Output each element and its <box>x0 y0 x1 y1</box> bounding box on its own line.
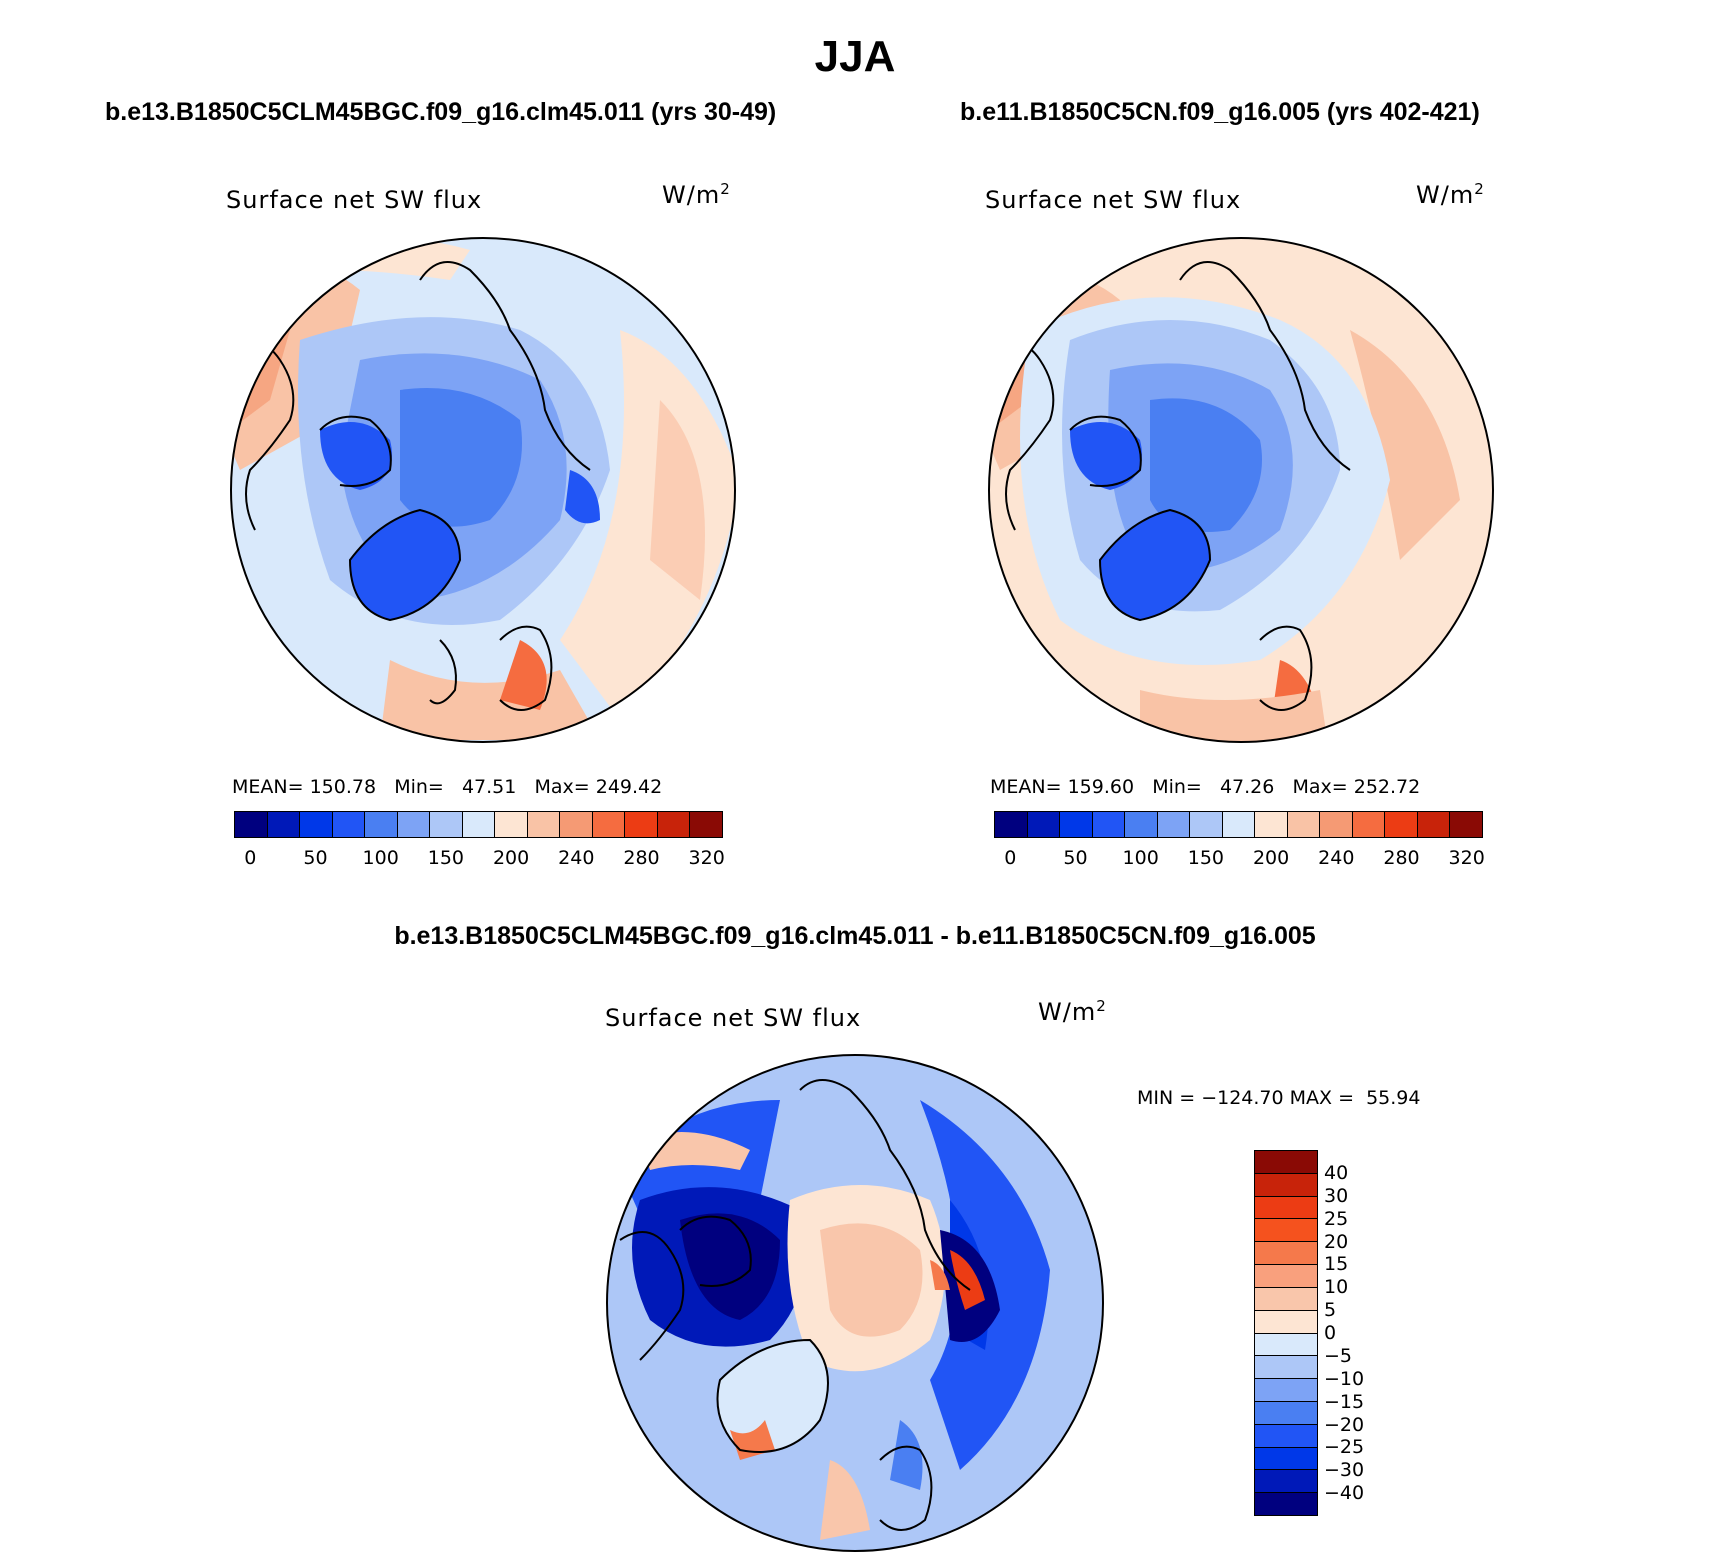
colorbar-tick-label: 25 <box>1324 1207 1349 1230</box>
colorbar-tick-label: 0 <box>1324 1322 1337 1344</box>
colorbar-segment <box>592 812 626 837</box>
colorbar-tick-label: −30 <box>1324 1459 1365 1482</box>
colorbar-tick-label: 150 <box>427 847 465 869</box>
colorbar-tick-label: 40 <box>1324 1161 1349 1184</box>
figure-title: JJA <box>814 32 896 81</box>
colorbar-segment <box>1255 1424 1317 1448</box>
colorbar-tick-label: 100 <box>362 847 399 869</box>
colorbar-tick-label: −20 <box>1324 1413 1365 1436</box>
colorbar-segment <box>1287 812 1321 837</box>
colorbar-segment <box>690 812 722 837</box>
colorbar-tick-label: 320 <box>688 847 725 869</box>
colorbar-segment <box>625 812 658 837</box>
p2-variable-label: Surface net SW flux <box>985 186 1242 214</box>
colorbar-segment <box>365 812 398 837</box>
colorbar-segment <box>1222 812 1256 837</box>
colorbar-segment <box>1255 1379 1317 1402</box>
colorbar-segment <box>1255 1333 1317 1357</box>
p2-colorbar <box>994 811 1483 838</box>
p1-colorbar <box>234 811 723 838</box>
colorbar-segment <box>430 812 463 837</box>
colorbar-segment <box>1255 1219 1317 1243</box>
colorbar-segment <box>1255 1470 1317 1494</box>
colorbar-segment <box>1255 1287 1317 1311</box>
colorbar-tick-label: 10 <box>1324 1276 1349 1299</box>
colorbar-segment <box>1450 812 1482 837</box>
colorbar-segment <box>1255 1310 1317 1334</box>
colorbar-tick-label: −15 <box>1324 1390 1365 1413</box>
colorbar-segment <box>300 812 333 837</box>
colorbar-segment <box>1320 812 1353 837</box>
colorbar-tick-label: 200 <box>1252 847 1290 869</box>
colorbar-segment <box>995 812 1028 837</box>
p1-stats: MEAN= 150.78 Min= 47.51 Max= 249.42 <box>232 776 663 798</box>
colorbar-tick-label: 20 <box>1324 1230 1349 1253</box>
colorbar-tick-label: −40 <box>1324 1482 1365 1505</box>
colorbar-tick-label: 0 <box>244 847 257 869</box>
p2-units-label: W/m2 <box>1416 180 1485 209</box>
colorbar-segment <box>1092 812 1126 837</box>
colorbar-tick-label: 100 <box>1122 847 1159 869</box>
colorbar-segment <box>1255 1151 1317 1174</box>
colorbar-tick-label: −25 <box>1324 1436 1365 1459</box>
colorbar-tick-label: 50 <box>1063 847 1088 869</box>
p1-variable-label: Surface net SW flux <box>226 186 483 214</box>
colorbar-tick-label: 280 <box>623 847 660 869</box>
colorbar-tick-label: 50 <box>303 847 328 869</box>
colorbar-segment <box>1027 812 1061 837</box>
colorbar-segment <box>1190 812 1223 837</box>
p1-units-label: W/m2 <box>662 180 731 209</box>
colorbar-tick-label: −10 <box>1324 1367 1365 1390</box>
p3-colorbar <box>1254 1150 1318 1516</box>
colorbar-segment <box>1255 1493 1317 1515</box>
colorbar-segment <box>1255 1356 1317 1380</box>
colorbar-tick-label: 30 <box>1324 1184 1349 1207</box>
colorbar-segment <box>1417 812 1451 837</box>
colorbar-segment <box>1125 812 1158 837</box>
colorbar-segment <box>1060 812 1093 837</box>
colorbar-tick-label: 150 <box>1187 847 1225 869</box>
colorbar-segment <box>1255 1242 1317 1266</box>
colorbar-tick-label: 200 <box>492 847 530 869</box>
case2-title: b.e11.B1850C5CN.f09_g16.005 (yrs 402-421… <box>960 98 1480 126</box>
diff-title: b.e13.B1850C5CLM45BGC.f09_g16.clm45.011 … <box>394 922 1316 950</box>
colorbar-segment <box>397 812 431 837</box>
colorbar-tick-label: 320 <box>1448 847 1485 869</box>
colorbar-tick-label: −5 <box>1324 1344 1353 1367</box>
colorbar-segment <box>235 812 268 837</box>
colorbar-segment <box>267 812 301 837</box>
p3-variable-label: Surface net SW flux <box>605 1004 862 1032</box>
colorbar-segment <box>1352 812 1386 837</box>
colorbar-segment <box>1157 812 1191 837</box>
colorbar-tick-label: 240 <box>558 847 595 869</box>
colorbar-tick-label: 15 <box>1324 1253 1349 1276</box>
colorbar-segment <box>1255 1265 1317 1288</box>
colorbar-tick-label: 5 <box>1324 1299 1337 1322</box>
colorbar-segment <box>495 812 528 837</box>
p3-minmax: MIN = −124.70 MAX = 55.94 <box>1137 1087 1421 1109</box>
colorbar-segment <box>1255 1401 1317 1425</box>
colorbar-segment <box>1255 1173 1317 1197</box>
colorbar-segment <box>1255 812 1288 837</box>
p2-stats: MEAN= 159.60 Min= 47.26 Max= 252.72 <box>990 776 1421 798</box>
colorbar-segment <box>332 812 366 837</box>
colorbar-tick-label: 0 <box>1004 847 1017 869</box>
colorbar-tick-label: 240 <box>1318 847 1355 869</box>
colorbar-segment <box>1385 812 1418 837</box>
colorbar-segment <box>657 812 691 837</box>
p3-units-label: W/m2 <box>1038 997 1107 1026</box>
colorbar-segment <box>527 812 561 837</box>
colorbar-segment <box>560 812 593 837</box>
colorbar-segment <box>462 812 496 837</box>
colorbar-tick-label: 280 <box>1383 847 1420 869</box>
case1-title: b.e13.B1850C5CLM45BGC.f09_g16.clm45.011 … <box>105 98 777 126</box>
colorbar-segment <box>1255 1447 1317 1471</box>
colorbar-segment <box>1255 1196 1317 1220</box>
